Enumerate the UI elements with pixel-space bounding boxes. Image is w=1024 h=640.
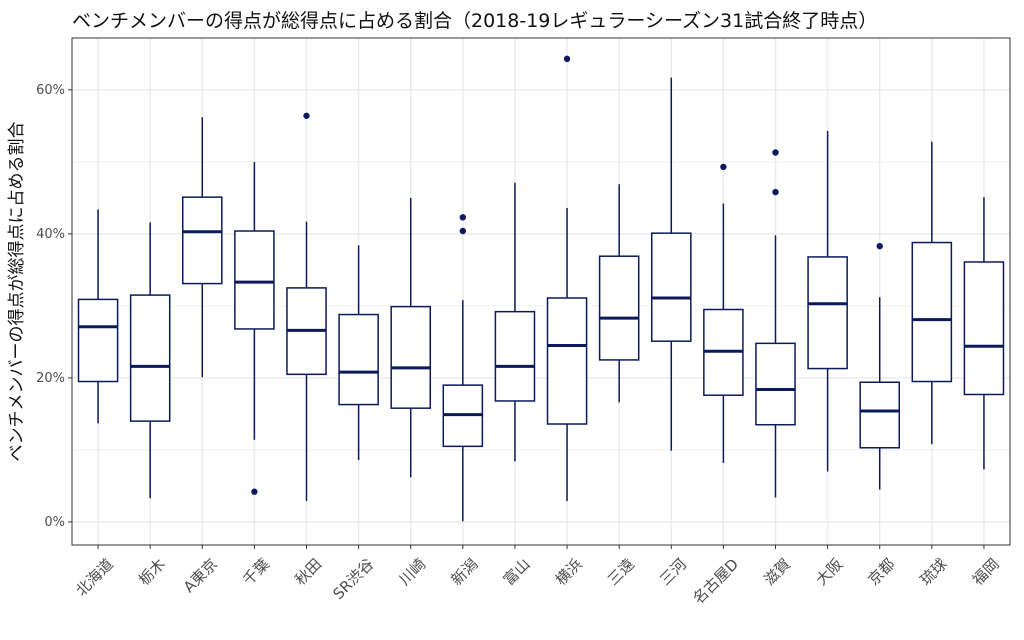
- x-tick-label: 北海道: [72, 555, 117, 600]
- box-三遠: [598, 184, 640, 403]
- box-栃木: [129, 222, 171, 499]
- iqr-box: [129, 294, 171, 422]
- iqr-box: [911, 241, 953, 383]
- x-tick-label: 三遠: [604, 555, 638, 589]
- box-A東京: [181, 117, 223, 378]
- box-京都: [859, 242, 901, 490]
- box-富山: [494, 182, 536, 462]
- outlier-point: [459, 214, 467, 221]
- iqr-box: [338, 313, 379, 406]
- x-tick-label: 秋田: [291, 555, 325, 589]
- iqr-box: [859, 381, 901, 449]
- x-tick-label: 三河: [656, 555, 690, 589]
- box-秋田: [286, 112, 327, 502]
- x-tick-label: 横浜: [552, 555, 586, 589]
- iqr-box: [598, 255, 640, 361]
- iqr-box: [807, 256, 848, 370]
- x-tick-label: 滋賀: [760, 555, 794, 589]
- chart-title: ベンチメンバーの得点が総得点に占める割合（2018-19レギュラーシーズン31試…: [72, 10, 878, 32]
- outlier-point: [876, 242, 883, 250]
- x-tick-label: A東京: [180, 555, 221, 596]
- outlier-point: [772, 149, 779, 156]
- outlier-point: [459, 227, 467, 235]
- box-名古屋D: [703, 163, 744, 463]
- y-axis-label: ベンチメンバーの得点が総得点に占める割合: [7, 122, 27, 462]
- x-tick-label: 琉球: [917, 555, 951, 589]
- box-福岡: [963, 197, 1005, 470]
- box-琉球: [911, 141, 953, 445]
- box-横浜: [546, 55, 588, 502]
- y-tick-label: 0%: [44, 515, 65, 530]
- iqr-box: [650, 232, 692, 342]
- iqr-box: [234, 230, 275, 330]
- y-tick-label: 40%: [36, 227, 65, 242]
- y-tick-label: 20%: [36, 371, 65, 386]
- x-tick-label: 栃木: [135, 555, 169, 589]
- box-川崎: [390, 197, 432, 478]
- box-三河: [650, 77, 692, 451]
- outlier-point: [720, 163, 727, 171]
- outlier-point: [251, 488, 258, 495]
- box-SR渋谷: [338, 245, 379, 461]
- iqr-box: [963, 261, 1005, 396]
- box-北海道: [77, 209, 119, 424]
- iqr-box: [494, 310, 536, 402]
- x-tick-label: 大阪: [812, 555, 846, 589]
- y-tick-label: 60%: [36, 83, 65, 98]
- x-tick-label: 川崎: [396, 555, 430, 589]
- iqr-box: [546, 297, 588, 425]
- x-tick-label: 富山: [500, 555, 534, 589]
- x-tick-label: 新潟: [448, 555, 482, 589]
- outlier-point: [772, 188, 779, 196]
- iqr-box: [390, 305, 432, 409]
- x-tick-label: 福岡: [969, 555, 1003, 589]
- panel-border: [71, 37, 1011, 546]
- outlier-point: [563, 55, 571, 63]
- x-tick-label: 京都: [865, 555, 899, 589]
- iqr-box: [755, 342, 796, 426]
- box-千葉: [234, 161, 275, 495]
- x-tick-label: 名古屋D: [689, 555, 742, 608]
- outlier-point: [303, 112, 310, 119]
- box-layer: [77, 55, 1005, 522]
- box-大阪: [807, 130, 848, 472]
- grid-layer: [72, 38, 1010, 545]
- iqr-box: [77, 298, 119, 383]
- iqr-box: [181, 196, 223, 285]
- x-tick-label: SR渋谷: [329, 555, 377, 603]
- x-tick-label: 千葉: [239, 555, 273, 589]
- box-滋賀: [755, 149, 796, 498]
- box-新潟: [442, 214, 484, 522]
